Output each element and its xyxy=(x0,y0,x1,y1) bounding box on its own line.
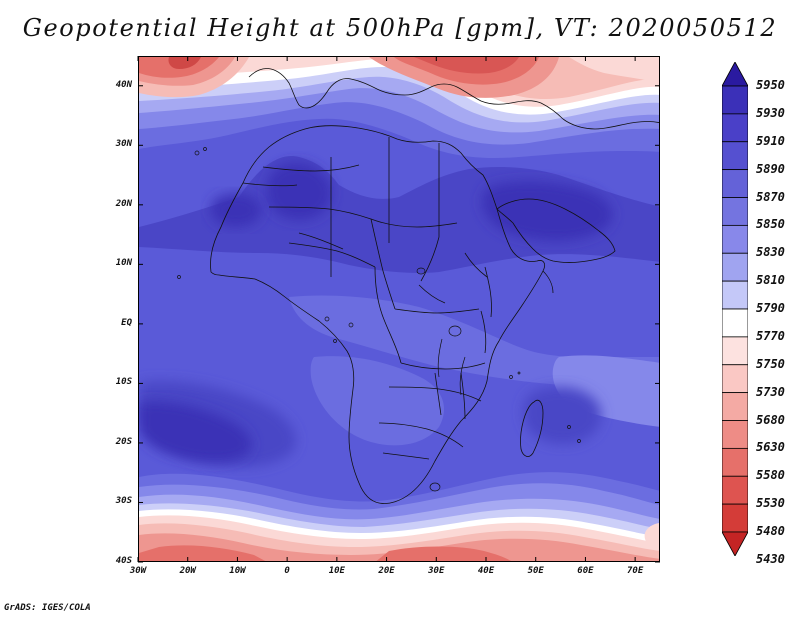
islands xyxy=(177,147,581,443)
colorbar-swatch xyxy=(722,392,748,421)
lakes xyxy=(416,267,466,492)
lon-label: 70E xyxy=(627,566,644,576)
lon-label: 50E xyxy=(527,566,544,576)
europe-coastline xyxy=(248,68,564,120)
colorbar-label: 5430 xyxy=(756,551,785,566)
colorbar-swatch xyxy=(722,475,748,505)
colorbar-label: 5830 xyxy=(756,245,785,260)
colorbar-swatch xyxy=(722,224,748,254)
colorbar-label: 5910 xyxy=(756,133,785,148)
lat-label: 10N xyxy=(115,258,132,269)
colorbar-label: 5750 xyxy=(756,356,785,371)
lat-label: 40N xyxy=(115,79,132,90)
colorbar-label: 5530 xyxy=(756,496,785,511)
lon-label: 20E xyxy=(378,566,395,576)
colorbar-swatch xyxy=(722,169,748,198)
colorbar-label: 5680 xyxy=(756,412,785,427)
lat-label: 30N xyxy=(115,139,132,150)
colorbar-bottom-arrow xyxy=(722,531,748,556)
indian-ocean-high xyxy=(523,386,602,445)
lon-label: 60E xyxy=(577,566,594,576)
lon-label: 20W xyxy=(179,566,196,576)
colorbar-swatch xyxy=(722,252,748,282)
colorbar-swatch xyxy=(722,447,748,477)
lon-label: 10W xyxy=(229,566,246,576)
lat-label: 20S xyxy=(115,436,132,447)
colorbar-label: 5480 xyxy=(756,524,785,538)
colorbar-swatch xyxy=(722,336,748,366)
colorbar-label: 5630 xyxy=(756,440,785,455)
colorbar-swatch xyxy=(722,113,748,143)
lon-label: 0 xyxy=(284,566,290,576)
colorbar-swatch xyxy=(722,503,748,533)
lat-label: 40S xyxy=(115,556,132,566)
lat-label: 20N xyxy=(115,198,132,209)
colorbar-label: 5870 xyxy=(756,189,785,204)
geopotential-height-map xyxy=(138,56,660,562)
colorbar-swatch xyxy=(722,420,748,449)
colorbar-label: 5890 xyxy=(756,161,785,176)
colorbar-label: 5810 xyxy=(756,273,785,288)
colorbar-label: 5950 xyxy=(756,78,785,92)
colorbar-label: 5930 xyxy=(756,105,785,120)
colorbar xyxy=(722,62,748,556)
lon-label: 30E xyxy=(428,566,445,576)
colorbar-swatch xyxy=(722,280,748,310)
lat-label: 30S xyxy=(115,496,132,507)
lat-label: 10S xyxy=(115,377,132,388)
map-title: Geopotential Height at 500hPa [gpm], VT:… xyxy=(22,14,778,42)
lon-label: 40E xyxy=(477,566,495,576)
arabia-coastline xyxy=(496,198,616,263)
grads-credit: GrADS: IGES/COLA xyxy=(4,603,91,613)
north-contours xyxy=(139,57,659,159)
africa-coastline xyxy=(210,125,545,504)
equatorial-field xyxy=(289,295,659,446)
colorbar-swatch xyxy=(722,364,748,394)
colorbar-top-arrow xyxy=(722,62,748,87)
colorbar-label: 5580 xyxy=(756,468,785,483)
colorbar-label: 5850 xyxy=(756,217,785,232)
colorbar-label: 5790 xyxy=(756,301,785,315)
lat-label: EQ xyxy=(121,317,132,328)
lon-label: 30W xyxy=(129,566,147,576)
colorbar-label: 5730 xyxy=(756,384,785,399)
madagascar-coastline xyxy=(520,399,544,457)
south-contours xyxy=(139,472,659,561)
map-canvas xyxy=(139,57,659,561)
coastlines-borders xyxy=(210,68,659,504)
colorbar-swatch xyxy=(722,308,748,338)
colorbar-swatch xyxy=(722,197,748,226)
colorbar-swatch xyxy=(722,141,748,171)
colorbar-swatch xyxy=(722,85,748,115)
lon-label: 10E xyxy=(328,566,345,576)
colorbar-label: 5770 xyxy=(756,328,785,343)
